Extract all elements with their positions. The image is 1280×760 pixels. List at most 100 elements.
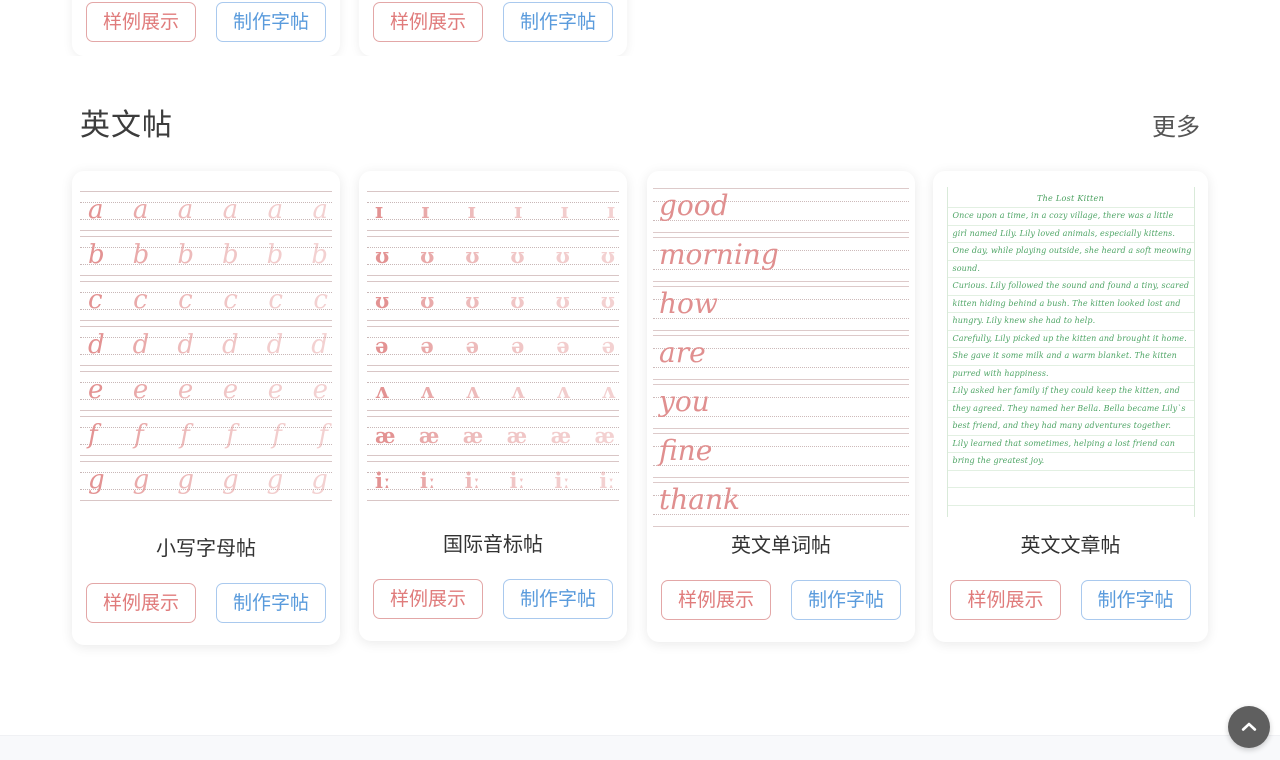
practice-glyph: f bbox=[88, 420, 98, 450]
word-practice-row: are bbox=[653, 334, 909, 383]
practice-glyph: ɪ bbox=[560, 197, 569, 223]
back-to-top-button[interactable] bbox=[1228, 706, 1270, 748]
practice-glyph: ʊ bbox=[555, 242, 570, 268]
practice-glyph: f bbox=[134, 420, 144, 450]
sample-button[interactable]: 样例展示 bbox=[85, 583, 196, 623]
card-buttons: 样例展示 制作字帖 bbox=[85, 565, 327, 645]
practice-glyph: ʊ bbox=[510, 242, 525, 268]
practice-glyph: iː bbox=[554, 467, 571, 493]
practice-glyph: b bbox=[132, 240, 150, 270]
make-button[interactable]: 制作字帖 bbox=[503, 579, 614, 619]
practice-glyph: e bbox=[88, 375, 104, 405]
practice-glyph: ʌ bbox=[510, 377, 525, 403]
practice-glyph: ə bbox=[465, 332, 479, 358]
practice-glyph: b bbox=[266, 240, 284, 270]
practice-glyph: e bbox=[222, 375, 239, 405]
word-practice-row: how bbox=[653, 285, 909, 334]
card-ipa-phonetics[interactable]: ɪ ɪ ɪ ɪ ɪ ɪ ʊ ʊ ʊ ʊ ʊ ʊ ʊ ʊ ʊ ʊ ʊ ʊ ə ə ə ə ə ə ʌ ʌ ʌ ʌ ʌ ʌ æ æ æ æ æ æ iː iː… bbox=[359, 171, 627, 641]
practice-glyph: g bbox=[311, 465, 328, 495]
practice-glyph: g bbox=[88, 465, 105, 495]
practice-glyph: b bbox=[311, 240, 328, 270]
partial-card[interactable]: 样例展示 制作字帖 bbox=[359, 0, 627, 56]
make-button[interactable]: 制作字帖 bbox=[503, 2, 614, 42]
partial-card[interactable]: 样例展示 制作字帖 bbox=[72, 0, 340, 56]
practice-glyph: f bbox=[226, 420, 236, 450]
card-buttons: 样例展示 制作字帖 bbox=[372, 561, 614, 641]
practice-glyph: g bbox=[132, 465, 150, 495]
practice-glyph: æ bbox=[375, 422, 396, 448]
word-practice-row: good bbox=[653, 187, 909, 236]
practice-glyph: ɪ bbox=[467, 197, 476, 223]
card-english-words[interactable]: good morning how are you fine thank 英文单词帖 样例展示… bbox=[647, 171, 915, 642]
preview-english-words: good morning how are you fine thank bbox=[653, 187, 909, 529]
practice-glyph: ɪ bbox=[421, 197, 430, 223]
practice-word: fine bbox=[659, 434, 713, 467]
article-line: hungry. Lily knew she had to help. bbox=[947, 312, 1194, 330]
practice-glyph: a bbox=[88, 195, 104, 225]
section-header: 英文帖 更多 bbox=[80, 100, 1200, 144]
practice-glyph: f bbox=[272, 420, 282, 450]
practice-glyph: ə bbox=[556, 332, 570, 358]
practice-glyph: c bbox=[223, 285, 238, 315]
make-button[interactable]: 制作字帖 bbox=[216, 583, 327, 623]
article-line: bring the greatest joy. bbox=[947, 452, 1194, 470]
article-line bbox=[947, 487, 1194, 505]
sample-button[interactable]: 样例展示 bbox=[372, 579, 483, 619]
practice-glyph: ʌ bbox=[465, 377, 480, 403]
more-link[interactable]: 更多 bbox=[1152, 114, 1200, 141]
practice-glyph: ʌ bbox=[375, 377, 389, 403]
article-line: girl named Lily. Lily loved animals, esp… bbox=[947, 224, 1194, 243]
sample-button[interactable]: 样例展示 bbox=[950, 580, 1061, 620]
article-line bbox=[947, 469, 1194, 488]
article-line: they agreed. They named her Bella. Bella… bbox=[947, 399, 1194, 418]
footer bbox=[0, 735, 1280, 760]
practice-glyph: e bbox=[177, 375, 194, 405]
practice-glyph: f bbox=[318, 420, 328, 450]
practice-word: you bbox=[659, 385, 710, 418]
practice-glyph: d bbox=[132, 330, 150, 360]
sample-button[interactable]: 样例展示 bbox=[660, 580, 771, 620]
card-title: 英文单词帖 bbox=[731, 535, 831, 557]
make-button[interactable]: 制作字帖 bbox=[216, 2, 327, 42]
sample-button[interactable]: 样例展示 bbox=[85, 2, 196, 42]
practice-glyph: æ bbox=[550, 422, 572, 448]
practice-glyph: d bbox=[311, 330, 328, 360]
word-practice-row: fine bbox=[653, 432, 909, 481]
practice-glyph: ɪ bbox=[606, 197, 615, 223]
practice-glyph: ʌ bbox=[556, 377, 570, 403]
practice-word: thank bbox=[659, 483, 740, 516]
practice-glyph: c bbox=[178, 285, 193, 315]
practice-glyph: ʊ bbox=[600, 242, 615, 268]
practice-glyph: ʊ bbox=[375, 242, 390, 268]
practice-line-row: iː iː iː iː iː iː bbox=[367, 459, 619, 504]
practice-glyph: æ bbox=[418, 422, 440, 448]
article-line: Curious. Lily followed the sound and fou… bbox=[947, 277, 1194, 295]
practice-word: good bbox=[659, 189, 729, 222]
make-button[interactable]: 制作字帖 bbox=[791, 580, 902, 620]
make-button[interactable]: 制作字帖 bbox=[1080, 580, 1191, 620]
practice-glyph: ʊ bbox=[600, 287, 615, 313]
practice-glyph: iː bbox=[375, 467, 391, 493]
preview-ipa-phonetics: ɪ ɪ ɪ ɪ ɪ ɪ ʊ ʊ ʊ ʊ ʊ ʊ ʊ ʊ ʊ ʊ ʊ ʊ ə ə ə ə ə ə ʌ ʌ ʌ ʌ ʌ ʌ æ æ æ æ æ æ iː iː… bbox=[367, 187, 619, 506]
sample-button[interactable]: 样例展示 bbox=[372, 2, 483, 42]
practice-glyph: c bbox=[268, 285, 283, 315]
card-english-article[interactable]: The Lost Kitten Once upon a time, in a c… bbox=[933, 171, 1208, 642]
